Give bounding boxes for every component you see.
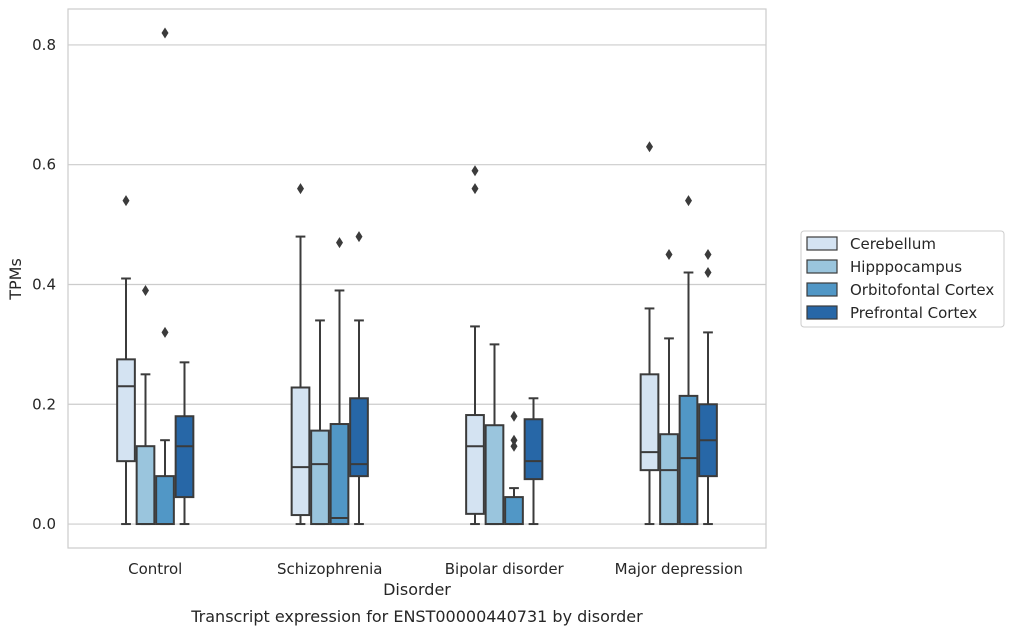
box (523, 418, 544, 481)
box (174, 415, 195, 499)
series-group (174, 231, 718, 526)
outlier-point (685, 195, 692, 207)
outlier-point (665, 249, 673, 261)
box (678, 394, 699, 526)
box (310, 429, 330, 526)
outlier-point (355, 231, 363, 243)
legend-swatch (806, 236, 838, 251)
legend: Cerebellum Hipppocampus Orbitofontal Corte… (800, 230, 1005, 328)
outlier-point (646, 141, 653, 153)
plot-frame (67, 8, 767, 549)
outlier-point (161, 326, 169, 338)
legend-label: Cerebellum (850, 235, 936, 253)
x-tick-label: Control (128, 560, 182, 578)
series-group (135, 249, 679, 526)
x-axis-ticks: Control Schizophrenia Bipolar disorder Majo… (128, 560, 743, 578)
box (659, 433, 679, 526)
outlier-point (704, 267, 712, 279)
box (135, 445, 156, 526)
y-axis-label: TPMs (6, 258, 25, 301)
outlier-point (471, 165, 479, 177)
y-tick-label: 0.2 (32, 395, 56, 413)
legend-label: Prefrontal Cortex (850, 304, 977, 322)
legend-label: Hipppocampus (850, 258, 962, 276)
outlier-point (336, 237, 343, 249)
box (465, 414, 485, 515)
outlier-point (471, 183, 479, 195)
y-tick-label: 0.0 (32, 515, 56, 533)
outlier-point (510, 434, 518, 446)
box (116, 358, 136, 463)
box (484, 424, 505, 526)
outlier-point (142, 284, 149, 296)
outlier-point (510, 410, 518, 422)
y-tick-label: 0.4 (32, 275, 56, 293)
outlier-point (704, 249, 712, 261)
y-tick-label: 0.8 (32, 36, 56, 54)
x-tick-label: Schizophrenia (277, 560, 382, 578)
outlier-point (510, 440, 518, 452)
legend-swatch (806, 282, 838, 297)
chart-caption: Transcript expression for ENST0000044073… (190, 607, 643, 626)
legend-swatch (806, 305, 838, 320)
box (639, 373, 660, 472)
x-tick-label: Bipolar disorder (445, 560, 565, 578)
box (329, 423, 350, 526)
series-group (116, 141, 660, 526)
box-series (116, 27, 718, 526)
box (349, 397, 369, 478)
outlier-point (297, 183, 304, 195)
box (290, 386, 311, 517)
legend-frame (800, 230, 1005, 328)
box (504, 496, 524, 526)
legend-label: Orbitofontal Cortex (850, 281, 994, 299)
box (155, 475, 175, 526)
y-axis-ticks: 0.0 0.2 0.4 0.6 0.8 (32, 36, 56, 533)
x-tick-label: Major depression (615, 560, 743, 578)
legend-swatch (806, 259, 838, 274)
series-group (155, 27, 699, 526)
outlier-point (161, 27, 169, 39)
outlier-point (122, 195, 130, 207)
y-tick-label: 0.6 (32, 156, 56, 174)
x-axis-label: Disorder (383, 580, 451, 599)
